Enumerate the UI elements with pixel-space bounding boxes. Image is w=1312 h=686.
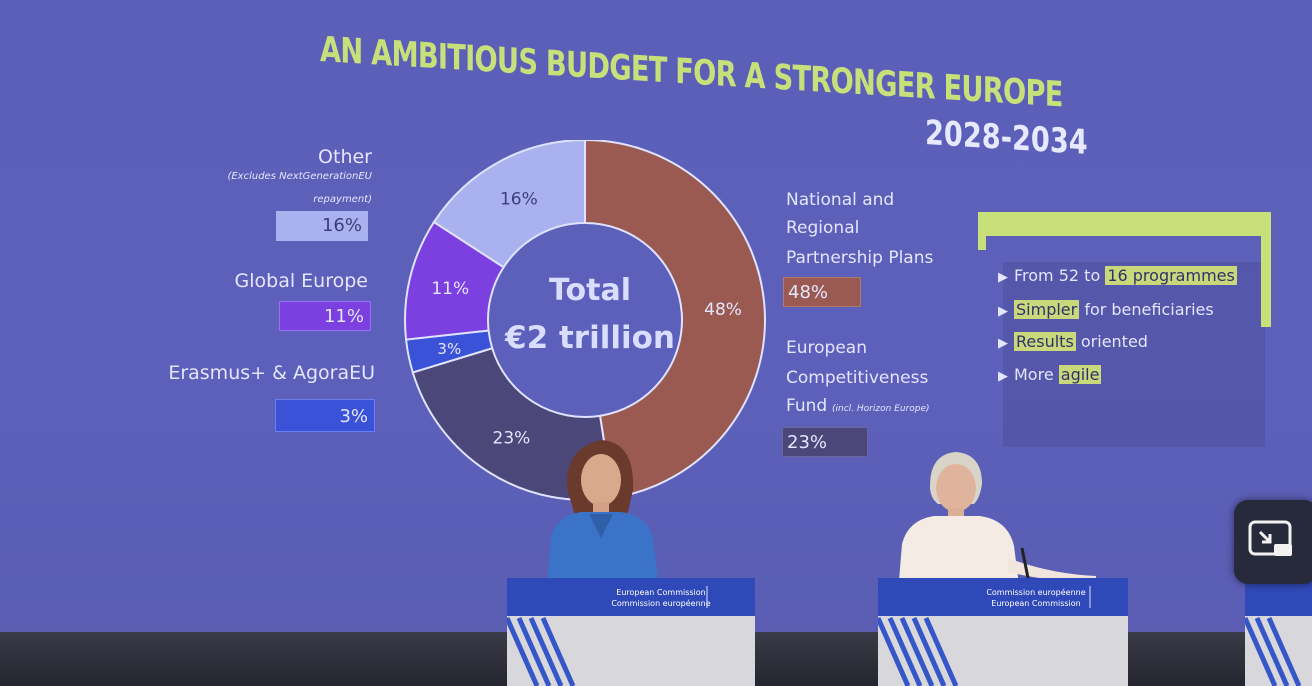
reform-callout: ▶ From 52 to 16 programmes ▶ Simpler for b… [978, 212, 1273, 452]
callout-bullet-programmes: ▶ From 52 to 16 programmes [998, 266, 1237, 285]
picture-in-picture-exit-icon [1248, 520, 1292, 556]
callout-frame [978, 212, 1271, 327]
podium-right-line2: European Commission [991, 599, 1080, 608]
callout-background [1003, 262, 1265, 447]
legend-nrpp-line3: Partnership Plans [786, 248, 934, 268]
legend-ecf-line1: European [786, 338, 867, 358]
donut-slice-label-3: 11% [431, 279, 469, 299]
budget-donut-chart: 48% 23% 3% 11% 16% Total €2 trillion [404, 140, 766, 501]
legend-erasmus-value: 3% [275, 399, 375, 432]
speaker-right [898, 452, 1096, 593]
legend-ecf-line3: Fund [786, 396, 828, 416]
legend-other-value: 16% [276, 211, 368, 241]
callout-frame-corner [978, 236, 986, 250]
title-years: 2028-2034 [925, 113, 1088, 163]
legend-global-value: 11% [279, 301, 371, 331]
picture-in-picture-button[interactable] [1234, 500, 1312, 584]
legend-nrpp-value: 48% [783, 277, 861, 307]
legend-erasmus-label: Erasmus+ & AgoraEU [168, 362, 375, 384]
donut-slice-0 [584, 140, 766, 499]
arrow-right-icon: ▶ [998, 270, 1008, 285]
donut-slice-label-0: 48% [704, 300, 742, 320]
legend-ecf-value: 23% [782, 427, 868, 457]
arrow-right-icon: ▶ [998, 336, 1008, 351]
callout-bullet-results: ▶ Results oriented [998, 332, 1148, 351]
donut-slice-4 [432, 140, 586, 269]
podium-left: European Commission Commission européenn… [507, 578, 755, 686]
legend-other-label: Other [318, 146, 372, 168]
presentation-screen: AN AMBITIOUS BUDGET FOR A STRONGER EUROP… [0, 0, 1312, 640]
arrow-right-icon: ▶ [998, 369, 1008, 384]
legend-global-label: Global Europe [234, 270, 368, 292]
donut-slice-label-2: 3% [437, 340, 461, 358]
arrow-right-icon: ▶ [998, 304, 1008, 319]
donut-center-label-amount: €2 trillion [504, 320, 675, 356]
callout-bullet-agile: ▶ More agile [998, 365, 1102, 384]
title-text: AN AMBITIOUS BUDGET FOR A STRONGER EUROP… [320, 30, 1063, 116]
legend-other-note-2: repayment) [313, 194, 372, 205]
donut-center-label-total: Total [549, 273, 631, 308]
donut-slice-label-1: 23% [493, 428, 531, 448]
donut-slice-1 [411, 347, 615, 501]
podium-left-line2: Commission européenne [611, 598, 710, 608]
podium-right: Commission européenne European Commissio… [878, 578, 1128, 686]
podium-right-line1: Commission européenne [986, 587, 1085, 597]
speaker-left [547, 440, 659, 588]
donut-slice-label-4: 16% [500, 189, 538, 209]
legend-other-note-1: (Excludes NextGenerationEU [227, 171, 372, 182]
callout-bullet-simpler: ▶ Simpler for beneficiaries [998, 300, 1214, 319]
legend-nrpp-line1: National and [786, 190, 895, 210]
podium-far-right [1245, 582, 1312, 686]
podium-left-line1: European Commission [616, 588, 705, 597]
legend-nrpp-line2: Regional [786, 218, 860, 238]
legend-ecf-line2: Competitiveness [786, 368, 929, 388]
legend-ecf-note: (incl. Horizon Europe) [832, 404, 930, 414]
